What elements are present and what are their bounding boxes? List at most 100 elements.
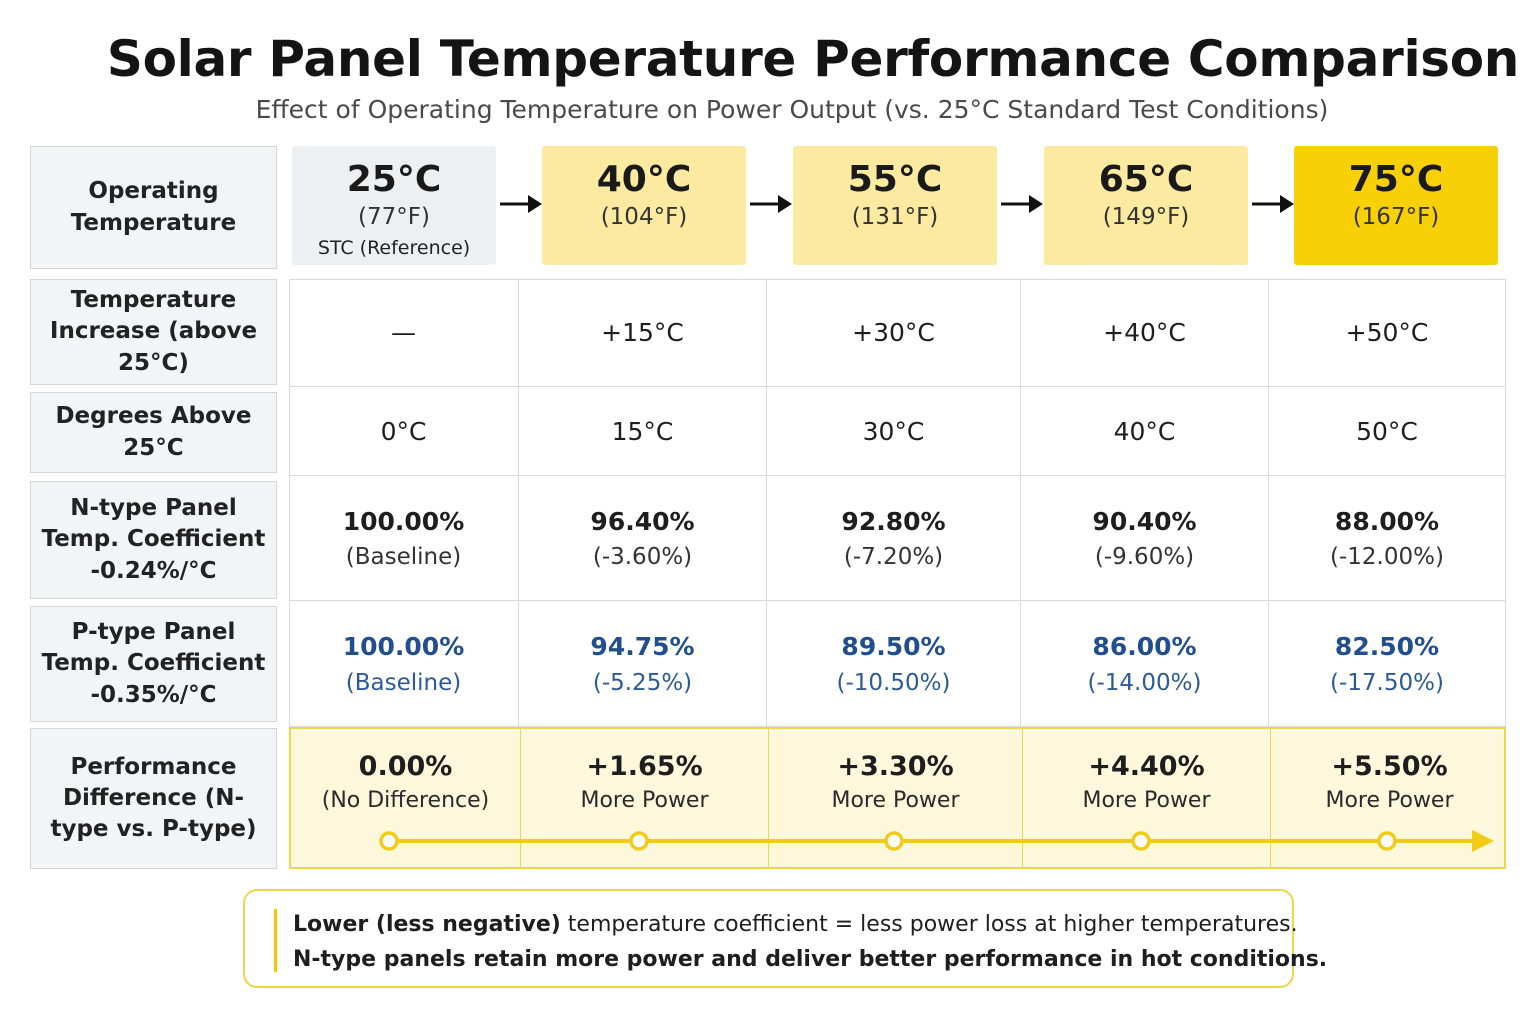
ntype-cell-value: 92.80% (841, 506, 946, 536)
row-label-ntype: N-type Panel Temp. Coefficient -0.24%/°C (30, 481, 277, 599)
performance-cell: +1.65% More Power (521, 729, 769, 867)
temperature-increase-cell-value: +15°C (601, 318, 684, 347)
degrees-above-cell-value: 15°C (611, 416, 674, 446)
ptype-cell-value: 86.00% (1092, 632, 1197, 662)
temperature-box: 55°C (131°F) (793, 146, 997, 265)
temperature-celsius: 65°C (1098, 159, 1194, 200)
degrees-above-cell-value: 40°C (1113, 416, 1176, 446)
timeline-arrowhead (1472, 830, 1494, 852)
timeline-point (1131, 831, 1151, 851)
arrow-right-icon (500, 195, 542, 213)
temperature-fahrenheit: (131°F) (851, 203, 939, 230)
temperature-increase-cell-value: +50°C (1345, 318, 1429, 347)
timeline-point (379, 831, 399, 851)
performance-label: More Power (580, 788, 709, 813)
ntype-cell-change: (-7.20%) (843, 544, 944, 571)
timeline-point (1377, 831, 1397, 851)
performance-cell: +4.40% More Power (1023, 729, 1271, 867)
temperature-increase-cell-value: +30°C (852, 318, 935, 347)
performance-cell: 0.00% (No Difference) (291, 729, 521, 867)
ptype-cell-change: (Baseline) (345, 669, 462, 696)
temperature-celsius: 55°C (847, 159, 943, 200)
performance-label: More Power (1325, 788, 1454, 813)
temperature-box: 75°C (167°F) (1294, 146, 1498, 265)
arrow-right-icon (1001, 195, 1043, 213)
performance-label: (No Difference) (321, 788, 490, 813)
performance-value: +3.30% (837, 751, 954, 782)
note-box: Lower (less negative) temperature coeffi… (243, 889, 1327, 988)
ntype-cell-change: (-12.00%) (1330, 544, 1444, 571)
ntype-cell-value: 90.40% (1092, 506, 1197, 536)
ntype-cell-value: 88.00% (1334, 506, 1440, 536)
temperature-fahrenheit: (167°F) (1352, 203, 1440, 230)
degrees-above-cell: 15°C (519, 387, 767, 476)
ntype-cell: 90.40% (-9.60%) (1021, 476, 1269, 601)
temperature-fahrenheit: (77°F) (358, 203, 430, 230)
degrees-above-cell: 30°C (767, 387, 1021, 476)
ptype-cell: 82.50% (-17.50%) (1269, 601, 1506, 727)
temperature-increase-cell: +40°C (1021, 279, 1269, 387)
note-line-1-bold: Lower (less negative) (293, 912, 561, 937)
ptype-cell-change: (-5.25%) (592, 669, 693, 696)
note-line-1: Lower (less negative) temperature coeffi… (293, 912, 1298, 937)
ptype-cell-change: (-17.50%) (1330, 669, 1444, 696)
ptype-cell: 100.00% (Baseline) (289, 601, 519, 727)
ntype-cell-value: 100.00% (342, 506, 465, 536)
ptype-cell-value: 82.50% (1334, 632, 1440, 662)
ntype-cell: 96.40% (-3.60%) (519, 476, 767, 601)
ntype-cell-change: (-3.60%) (592, 544, 693, 571)
row-label-temperature-increase: Temperature Increase (above 25°C) (30, 279, 277, 385)
row-label-degrees-above: Degrees Above 25°C (30, 392, 277, 473)
temperature-celsius: 75°C (1348, 159, 1444, 200)
chart-subtitle: Effect of Operating Temperature on Power… (255, 95, 1329, 124)
temperature-increase-cell: — (289, 279, 519, 387)
temperature-increase-cell-value: +40°C (1103, 318, 1186, 347)
ntype-cell-value: 96.40% (590, 506, 695, 536)
ptype-cell-value: 100.00% (342, 632, 465, 662)
ntype-cell: 100.00% (Baseline) (289, 476, 519, 601)
chart-title: Solar Panel Temperature Performance Comp… (106, 30, 1520, 88)
performance-value: +1.65% (586, 751, 703, 782)
data-grid: — +15°C +30°C +40°C +50°C 0°C 15°C 30°C 40°C 50°C… (289, 279, 1506, 869)
temperature-increase-cell: +50°C (1269, 279, 1506, 387)
temperature-fahrenheit: (149°F) (1102, 203, 1190, 230)
performance-label: More Power (831, 788, 960, 813)
arrow-right-icon (750, 195, 792, 213)
temperature-increase-cell: +15°C (519, 279, 767, 387)
ntype-cell-change: (-9.60%) (1094, 544, 1195, 571)
row-label-performance: Performance Difference (N-type vs. P-typ… (30, 728, 277, 869)
ptype-cell-change: (-14.00%) (1087, 669, 1202, 696)
ptype-cell-value: 94.75% (590, 632, 695, 662)
temperature-box: 65°C (149°F) (1044, 146, 1248, 265)
temperature-increase-cell: +30°C (767, 279, 1021, 387)
degrees-above-cell: 0°C (289, 387, 519, 476)
ntype-cell-change: (Baseline) (345, 544, 462, 571)
ptype-cell: 89.50% (-10.50%) (767, 601, 1021, 727)
performance-cell: +3.30% More Power (769, 729, 1023, 867)
performance-label: More Power (1082, 788, 1211, 813)
performance-cell: +5.50% More Power (1271, 729, 1508, 867)
degrees-above-cell-value: 30°C (862, 416, 925, 446)
ntype-cell: 88.00% (-12.00%) (1269, 476, 1506, 601)
ptype-cell: 86.00% (-14.00%) (1021, 601, 1269, 727)
note-accent-bar (274, 909, 277, 972)
note-line-2: N-type panels retain more power and deli… (293, 947, 1328, 972)
temperature-box: 40°C (104°F) (542, 146, 746, 265)
ptype-cell-change: (-10.50%) (836, 669, 951, 696)
degrees-above-cell-value: 50°C (1356, 416, 1418, 446)
temperature-increase-cell-value: — (391, 318, 416, 347)
performance-value: +5.50% (1331, 751, 1448, 782)
ptype-cell-value: 89.50% (841, 632, 946, 662)
reference-label: STC (Reference) (317, 236, 471, 259)
row-label-operating-temperature: Operating Temperature (30, 146, 277, 269)
degrees-above-cell: 40°C (1021, 387, 1269, 476)
ptype-cell: 94.75% (-5.25%) (519, 601, 767, 727)
note-line-1-rest: temperature coefficient = less power los… (560, 912, 1298, 937)
timeline-point (629, 831, 649, 851)
degrees-above-cell-value: 0°C (380, 416, 427, 446)
performance-timeline (379, 830, 1494, 852)
ntype-cell: 92.80% (-7.20%) (767, 476, 1021, 601)
degrees-above-cell: 50°C (1269, 387, 1506, 476)
row-label-ptype: P-type Panel Temp. Coefficient -0.35%/°C (30, 606, 277, 722)
temperature-celsius: 25°C (346, 159, 442, 200)
